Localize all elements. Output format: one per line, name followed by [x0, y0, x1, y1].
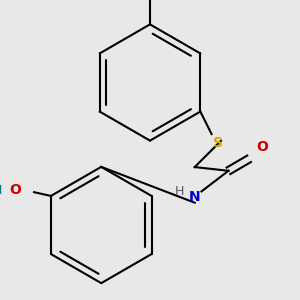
Text: N: N [189, 190, 200, 204]
Text: O: O [256, 140, 268, 154]
Text: S: S [214, 136, 224, 150]
Text: H: H [175, 185, 184, 198]
Text: H: H [0, 184, 2, 197]
Text: O: O [9, 183, 21, 197]
